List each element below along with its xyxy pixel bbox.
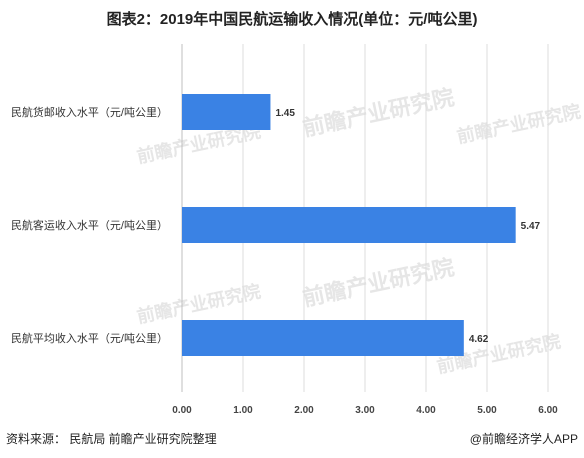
x-tick-labels: 0.00 1.00 2.00 3.00 4.00 5.00 6.00 (172, 405, 558, 416)
data-labels: 1.45 5.47 4.62 (275, 108, 540, 345)
category-label: 民航平均收入水平（元/吨公里） (11, 331, 168, 345)
bar (182, 320, 464, 356)
watermark-text: 前瞻产业研究院 (455, 100, 583, 147)
data-label: 5.47 (521, 221, 541, 232)
x-tick-label: 6.00 (538, 405, 558, 416)
category-label: 民航客运收入水平（元/吨公里） (11, 218, 168, 232)
source-note: 资料来源： 民航局 前瞻产业研究院整理 (6, 432, 217, 446)
x-tick-label: 2.00 (294, 405, 314, 416)
bars (182, 94, 516, 356)
category-labels: 民航货邮收入水平（元/吨公里） 民航客运收入水平（元/吨公里） 民航平均收入水平（元… (11, 105, 168, 345)
watermark-text: 前瞻产业研究院 (301, 254, 457, 310)
x-tick-label: 5.00 (477, 405, 497, 416)
x-tick-label: 1.00 (233, 405, 253, 416)
bar (182, 207, 516, 243)
x-tick-label: 0.00 (172, 405, 192, 416)
bar (182, 94, 271, 130)
watermark-text: 前瞻产业研究院 (301, 84, 457, 140)
x-tick-label: 4.00 (416, 405, 436, 416)
x-tick-label: 3.00 (355, 405, 375, 416)
category-label: 民航货邮收入水平（元/吨公里） (11, 105, 168, 119)
data-label: 4.62 (469, 334, 489, 345)
brand-credit: @前瞻经济学人APP (469, 432, 578, 446)
data-label: 1.45 (275, 108, 295, 119)
chart-title: 图表2：2019年中国民航运输收入情况(单位：元/吨公里) (106, 11, 478, 28)
